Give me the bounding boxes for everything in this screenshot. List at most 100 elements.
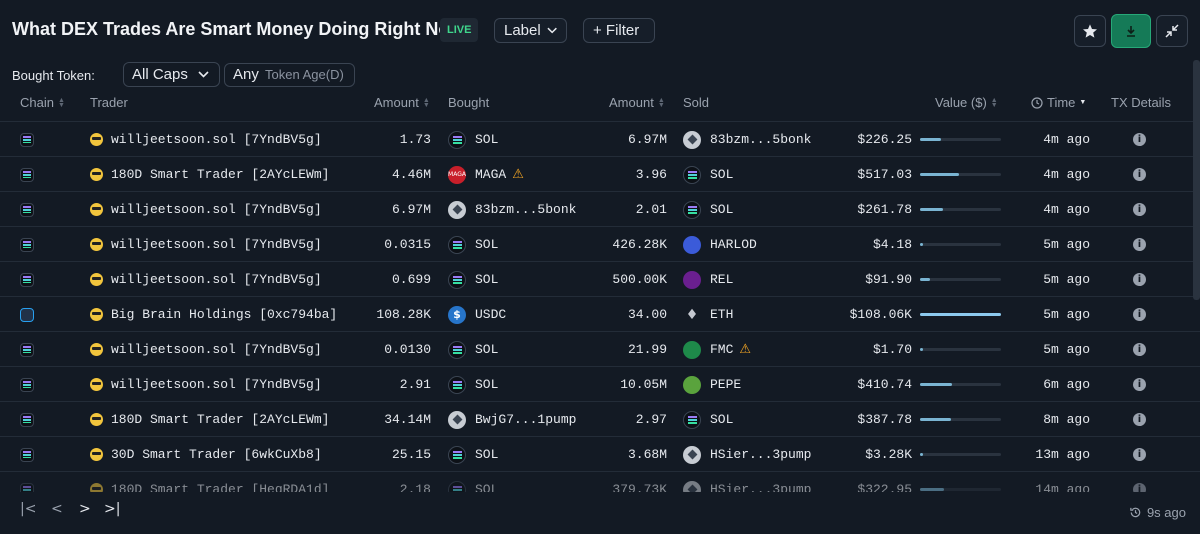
pagination: |< < > >| 9s ago bbox=[0, 492, 1200, 534]
prev-page-icon[interactable]: < bbox=[51, 501, 63, 517]
bought-token[interactable]: SOL bbox=[448, 367, 498, 402]
sold-token[interactable]: HSier...3pump bbox=[683, 472, 811, 492]
info-icon[interactable]: i bbox=[1133, 483, 1146, 492]
chain-cell bbox=[20, 472, 36, 492]
tx-details-cell[interactable]: i bbox=[1133, 157, 1147, 192]
sold-token[interactable]: PEPE bbox=[683, 367, 741, 402]
bought-token[interactable]: MAGA MAGA ⚠ bbox=[448, 157, 524, 192]
table-row[interactable]: 180D Smart Trader [HegRDA1d] 2.18 SOL 379.7… bbox=[0, 472, 1200, 492]
trader-cell[interactable]: 180D Smart Trader [2AYcLEWm] bbox=[90, 157, 329, 192]
last-page-icon[interactable]: >| bbox=[104, 501, 121, 517]
solana-chain-icon bbox=[20, 377, 34, 392]
arbitrum-chain-icon bbox=[20, 307, 34, 322]
bought-token[interactable]: SOL bbox=[448, 472, 498, 492]
favorite-button[interactable] bbox=[1074, 15, 1106, 47]
tx-details-cell[interactable]: i bbox=[1133, 367, 1147, 402]
table-row[interactable]: 180D Smart Trader [2AYcLEWm] 4.46M MAGA MAG… bbox=[0, 157, 1200, 192]
collapse-button[interactable] bbox=[1156, 15, 1188, 47]
tx-details-cell[interactable]: i bbox=[1133, 332, 1147, 367]
amount-bought: 0.699 bbox=[391, 272, 431, 287]
sold-token[interactable]: 83bzm...5bonk bbox=[683, 122, 811, 157]
info-icon[interactable]: i bbox=[1133, 133, 1146, 146]
tx-details-cell[interactable]: i bbox=[1133, 192, 1147, 227]
bought-token-name: SOL bbox=[475, 272, 499, 287]
trader-cell[interactable]: 180D Smart Trader [2AYcLEWm] bbox=[90, 402, 329, 437]
tx-details-cell[interactable]: i bbox=[1133, 472, 1147, 492]
col-chain[interactable]: Chain ▲ ▼ bbox=[20, 95, 65, 110]
tx-details-cell[interactable]: i bbox=[1133, 227, 1147, 262]
trade-time: 13m ago bbox=[1035, 447, 1090, 462]
bought-token[interactable]: 83bzm...5bonk bbox=[448, 192, 576, 227]
trader-cell[interactable]: willjeetsoon.sol [7YndBV5g] bbox=[90, 122, 322, 157]
sold-token[interactable]: ♦ ETH bbox=[683, 297, 734, 332]
sold-token-icon bbox=[683, 410, 701, 429]
table-row[interactable]: willjeetsoon.sol [7YndBV5g] 0.0315 SOL 426.… bbox=[0, 227, 1200, 262]
table-row[interactable]: willjeetsoon.sol [7YndBV5g] 1.73 SOL 6.97M 8… bbox=[0, 122, 1200, 157]
info-icon[interactable]: i bbox=[1133, 203, 1146, 216]
bought-token[interactable]: $ USDC bbox=[448, 297, 506, 332]
amount-sold: 426.28K bbox=[612, 237, 667, 252]
table-row[interactable]: 30D Smart Trader [6wkCuXb8] 25.15 SOL 3.68M… bbox=[0, 437, 1200, 472]
bought-token[interactable]: SOL bbox=[448, 332, 498, 367]
sold-token[interactable]: HSier...3pump bbox=[683, 437, 811, 472]
trader-cell[interactable]: 180D Smart Trader [HegRDA1d] bbox=[90, 472, 329, 492]
filter-button-label: + Filter bbox=[593, 22, 640, 39]
sold-token[interactable]: FMC ⚠ bbox=[683, 332, 751, 367]
trader-cell[interactable]: willjeetsoon.sol [7YndBV5g] bbox=[90, 332, 322, 367]
trader-cell[interactable]: willjeetsoon.sol [7YndBV5g] bbox=[90, 192, 322, 227]
trade-time: 5m ago bbox=[1043, 342, 1090, 357]
scrollbar[interactable] bbox=[1193, 60, 1200, 300]
tx-details-cell[interactable]: i bbox=[1133, 262, 1147, 297]
trader-cell[interactable]: 30D Smart Trader [6wkCuXb8] bbox=[90, 437, 322, 472]
token-age-input[interactable]: Any Token Age(D) bbox=[224, 63, 355, 87]
filter-button[interactable]: + Filter bbox=[583, 18, 655, 43]
info-icon[interactable]: i bbox=[1133, 413, 1146, 426]
table-row[interactable]: willjeetsoon.sol [7YndBV5g] 0.699 SOL 500.0… bbox=[0, 262, 1200, 297]
trader-cell[interactable]: willjeetsoon.sol [7YndBV5g] bbox=[90, 262, 322, 297]
table-row[interactable]: willjeetsoon.sol [7YndBV5g] 6.97M 83bzm...… bbox=[0, 192, 1200, 227]
sold-token[interactable]: HARLOD bbox=[683, 227, 757, 262]
bought-token[interactable]: SOL bbox=[448, 437, 498, 472]
bought-token[interactable]: SOL bbox=[448, 122, 498, 157]
amount-sold: 3.68M bbox=[627, 447, 667, 462]
bought-token[interactable]: SOL bbox=[448, 262, 498, 297]
info-icon[interactable]: i bbox=[1133, 378, 1146, 391]
info-icon[interactable]: i bbox=[1133, 343, 1146, 356]
sold-token[interactable]: SOL bbox=[683, 157, 733, 192]
next-page-icon[interactable]: > bbox=[79, 501, 91, 517]
col-amount-sold[interactable]: Amount ▲ ▼ bbox=[609, 95, 665, 110]
smart-money-icon bbox=[90, 133, 103, 146]
refresh-indicator[interactable]: 9s ago bbox=[1129, 505, 1186, 520]
tx-details-cell[interactable]: i bbox=[1133, 437, 1147, 472]
chain-cell bbox=[20, 332, 36, 367]
value-bar-fill bbox=[920, 488, 945, 491]
bought-token[interactable]: SOL bbox=[448, 227, 498, 262]
sold-token[interactable]: SOL bbox=[683, 192, 733, 227]
table-row[interactable]: willjeetsoon.sol [7YndBV5g] 0.0130 SOL 21.9… bbox=[0, 332, 1200, 367]
first-page-icon[interactable]: |< bbox=[20, 501, 37, 517]
col-value[interactable]: Value ($) ▲ ▼ bbox=[935, 95, 998, 110]
info-icon[interactable]: i bbox=[1133, 168, 1146, 181]
info-icon[interactable]: i bbox=[1133, 448, 1146, 461]
sold-token[interactable]: SOL bbox=[683, 402, 733, 437]
tx-details-cell[interactable]: i bbox=[1133, 402, 1147, 437]
trader-cell[interactable]: willjeetsoon.sol [7YndBV5g] bbox=[90, 367, 322, 402]
tx-details-cell[interactable]: i bbox=[1133, 297, 1147, 332]
table-row[interactable]: 180D Smart Trader [2AYcLEWm] 34.14M BwjG7.… bbox=[0, 402, 1200, 437]
bought-token[interactable]: BwjG7...1pump bbox=[448, 402, 576, 437]
sold-token[interactable]: REL bbox=[683, 262, 733, 297]
info-icon[interactable]: i bbox=[1133, 238, 1146, 251]
caps-select[interactable]: All Caps bbox=[123, 62, 220, 87]
trader-cell[interactable]: willjeetsoon.sol [7YndBV5g] bbox=[90, 227, 322, 262]
tx-details-cell[interactable]: i bbox=[1133, 122, 1147, 157]
table-row[interactable]: Big Brain Holdings [0xc794ba] 108.28K $ USD… bbox=[0, 297, 1200, 332]
col-amount-bought[interactable]: Amount ▲ ▼ bbox=[374, 95, 430, 110]
trader-cell[interactable]: Big Brain Holdings [0xc794ba] bbox=[90, 297, 337, 332]
chain-cell bbox=[20, 262, 36, 297]
info-icon[interactable]: i bbox=[1133, 308, 1146, 321]
col-time[interactable]: Time ▼ bbox=[1031, 95, 1086, 110]
table-row[interactable]: willjeetsoon.sol [7YndBV5g] 2.91 SOL 10.05M… bbox=[0, 367, 1200, 402]
label-dropdown[interactable]: Label bbox=[494, 18, 567, 43]
download-button[interactable] bbox=[1111, 14, 1151, 48]
info-icon[interactable]: i bbox=[1133, 273, 1146, 286]
